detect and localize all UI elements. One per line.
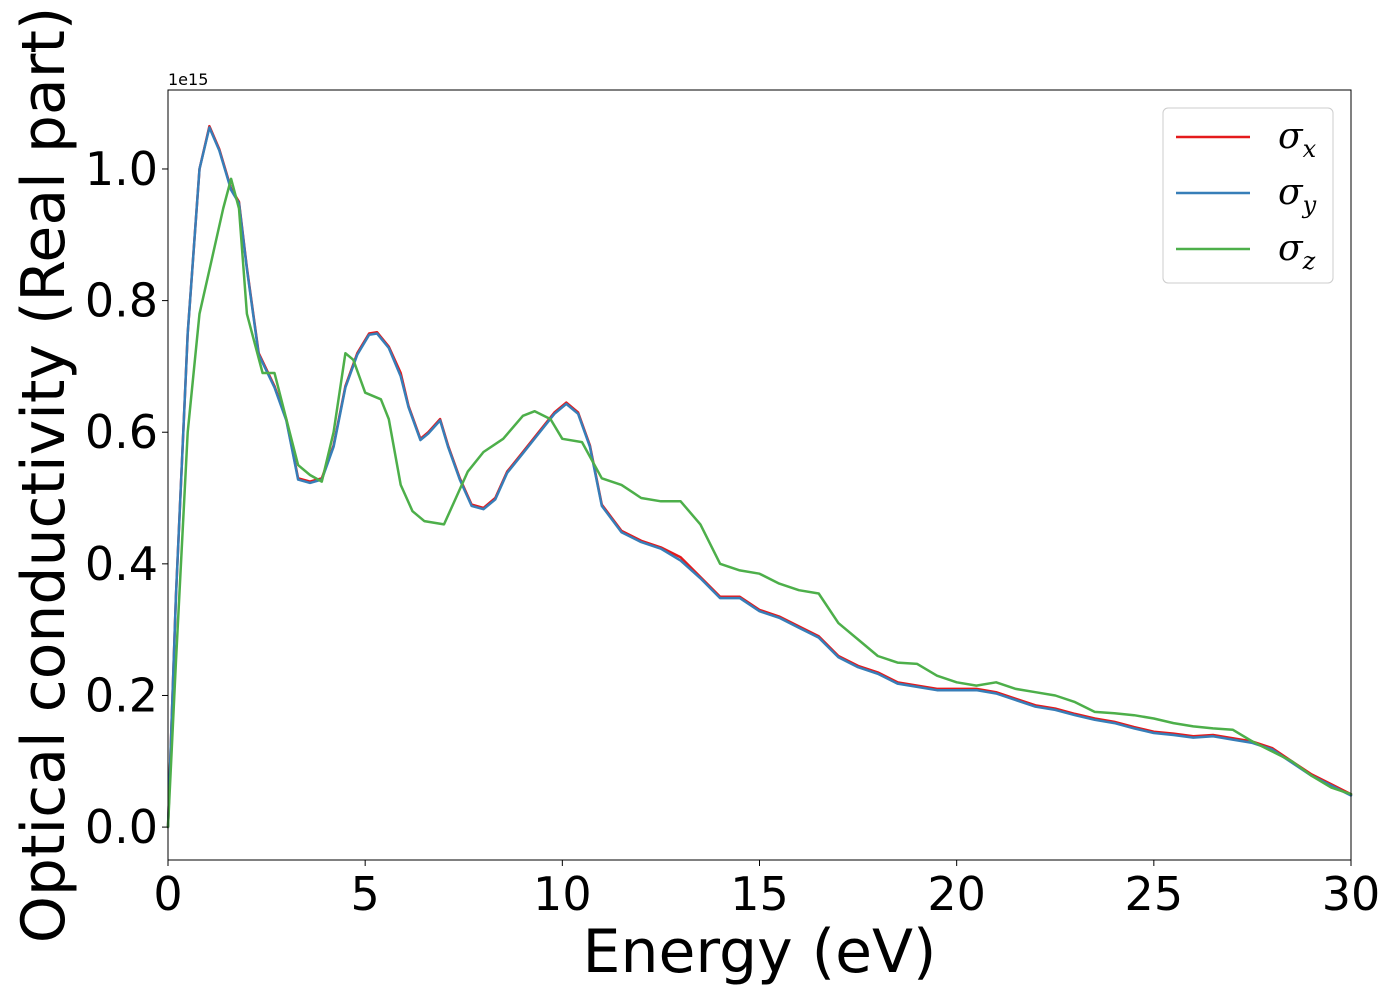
x-tick-label: 20 (927, 867, 986, 921)
legend: σx σy σz (1162, 107, 1334, 284)
legend-items: σx σy σz (1176, 116, 1317, 275)
y-tick-label: 0.4 (85, 537, 158, 591)
legend-box (1162, 107, 1334, 284)
y-tick-label: 0.0 (85, 800, 158, 854)
x-tick-label: 15 (730, 867, 789, 921)
x-tick-label: 25 (1125, 867, 1184, 921)
y-offset-label: 1e15 (168, 70, 208, 89)
legend-label-z: σz (1278, 228, 1316, 275)
legend-label-y: σy (1278, 172, 1317, 219)
y-axis-label: Optical conductivity (Real part) (9, 7, 79, 944)
x-tick-label: 5 (351, 867, 380, 921)
y-tick-label: 0.6 (85, 405, 158, 459)
y-ticks: 0.0 0.2 0.4 0.6 0.8 1.0 (85, 142, 168, 854)
series-line-z (166, 177, 1353, 829)
x-tick-label: 10 (533, 867, 592, 921)
series-line-y (166, 126, 1353, 829)
series-layer (166, 124, 1353, 829)
x-axis-label: Energy (eV) (583, 917, 937, 987)
y-tick-label: 0.2 (85, 668, 158, 722)
x-tick-label: 0 (153, 867, 182, 921)
x-ticks: 0 5 10 15 20 25 30 (153, 860, 1380, 921)
y-tick-label: 1.0 (85, 142, 158, 196)
x-tick-label: 30 (1322, 867, 1381, 921)
legend-label-x: σx (1278, 116, 1317, 163)
y-tick-label: 0.8 (85, 274, 158, 328)
